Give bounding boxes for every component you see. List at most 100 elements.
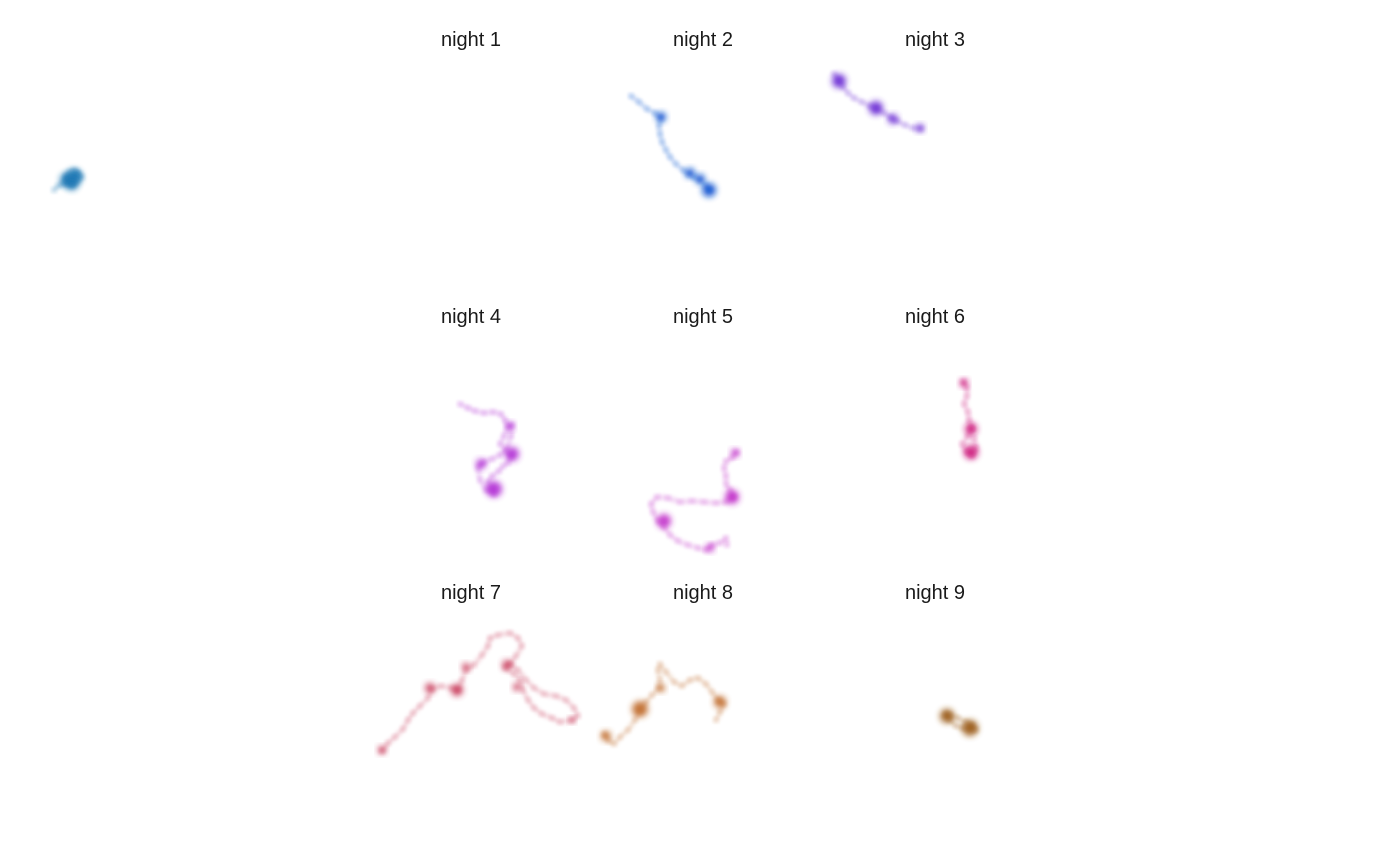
track-point — [417, 703, 423, 709]
track-point — [523, 677, 529, 683]
track-point — [859, 99, 865, 105]
track-point — [519, 643, 525, 649]
track-point — [663, 147, 669, 153]
track-point — [500, 463, 506, 469]
track-point — [505, 460, 511, 466]
track-point — [717, 540, 723, 546]
density-cluster — [916, 124, 924, 132]
track-point — [654, 494, 660, 500]
track-point — [667, 532, 673, 538]
track-point — [410, 710, 416, 716]
track-point — [709, 689, 715, 695]
track-point — [459, 677, 465, 683]
facet-night-1 — [51, 167, 85, 193]
track-point — [490, 409, 496, 415]
density-cluster — [486, 481, 502, 497]
track-point — [489, 456, 495, 462]
density-cluster — [601, 731, 611, 741]
track-point — [965, 433, 971, 439]
density-cluster — [505, 447, 519, 461]
track-point — [673, 161, 679, 167]
density-cluster — [502, 660, 512, 670]
facet-title-night-4: night 4 — [441, 306, 501, 328]
track-point — [655, 667, 661, 673]
density-cluster — [378, 746, 386, 754]
track-point — [465, 405, 471, 411]
track-point — [625, 727, 631, 733]
track-point — [549, 715, 555, 721]
density-cluster — [657, 684, 665, 692]
track-point — [687, 677, 693, 683]
density-cluster — [731, 449, 739, 457]
track-point — [489, 473, 495, 479]
track-line-night-7 — [380, 631, 580, 753]
track-point — [649, 692, 655, 698]
track-point — [611, 741, 617, 747]
track-layer — [51, 71, 979, 754]
track-point — [497, 452, 503, 458]
track-point — [425, 695, 431, 701]
track-point — [472, 408, 478, 414]
track-point — [953, 723, 959, 729]
track-point — [632, 717, 638, 723]
track-point — [525, 697, 531, 703]
density-cluster — [702, 183, 716, 197]
facet-title-night-7: night 7 — [441, 582, 501, 604]
density-cluster — [513, 683, 521, 691]
track-point — [400, 726, 406, 732]
track-point — [965, 409, 971, 415]
density-cluster — [451, 684, 463, 696]
track-point — [553, 693, 559, 699]
track-point — [701, 499, 707, 505]
facet-night-7 — [378, 630, 581, 754]
density-cluster — [506, 422, 514, 430]
track-point — [51, 187, 57, 193]
track-point — [515, 635, 521, 641]
track-point — [845, 90, 851, 96]
track-point — [679, 683, 685, 689]
track-point — [405, 717, 411, 723]
density-cluster — [685, 168, 695, 178]
track-point — [650, 509, 656, 515]
track-point — [498, 411, 504, 417]
track-point — [507, 630, 513, 636]
track-point — [487, 635, 493, 641]
track-point — [689, 498, 695, 504]
track-point — [531, 705, 537, 711]
track-point — [851, 95, 857, 101]
facet-title-night-3: night 3 — [905, 29, 965, 51]
facet-night-6 — [959, 379, 979, 459]
track-point — [501, 433, 507, 439]
track-point — [385, 740, 391, 746]
track-point — [477, 477, 483, 483]
density-cluster — [832, 74, 846, 88]
density-cluster — [706, 544, 714, 552]
density-cluster — [964, 445, 978, 459]
density-cluster — [695, 174, 705, 184]
track-point — [723, 473, 729, 479]
density-cluster — [869, 101, 883, 115]
density-cluster — [940, 709, 954, 723]
density-cluster — [657, 514, 671, 528]
track-point — [517, 677, 523, 683]
facet-night-2 — [628, 93, 716, 197]
density-cluster — [960, 379, 968, 387]
density-cluster — [656, 112, 666, 122]
facet-night-3 — [831, 71, 924, 132]
track-point — [955, 715, 961, 721]
track-point — [663, 669, 669, 675]
facet-title-night-5: night 5 — [673, 306, 733, 328]
density-cluster — [965, 423, 977, 435]
track-point — [497, 441, 503, 447]
track-line-night-5 — [649, 450, 739, 552]
track-point — [648, 501, 654, 507]
track-point — [657, 131, 663, 137]
track-point — [481, 410, 487, 416]
track-point — [831, 71, 837, 77]
track-point — [881, 110, 887, 116]
track-point — [644, 106, 650, 112]
track-point — [495, 632, 501, 638]
track-point — [723, 458, 729, 464]
track-point — [703, 681, 709, 687]
